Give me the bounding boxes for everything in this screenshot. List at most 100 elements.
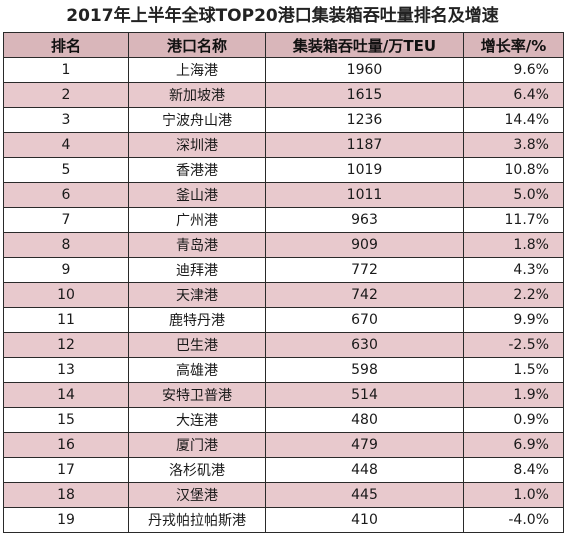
table-row: 15 大连港 480 0.9% xyxy=(3,407,564,433)
port-name-cell: 青岛港 xyxy=(128,232,266,258)
table-row: 13 高雄港 598 1.5% xyxy=(3,357,564,383)
port-name-cell: 上海港 xyxy=(128,57,266,83)
growth-rate-cell: 9.9% xyxy=(463,307,564,333)
teu-cell: 1011 xyxy=(265,182,464,208)
table-row: 2 新加坡港 1615 6.4% xyxy=(3,82,564,108)
rank-cell: 17 xyxy=(3,457,129,483)
growth-rate-cell: 1.0% xyxy=(463,482,564,508)
table-row: 8 青岛港 909 1.8% xyxy=(3,232,564,258)
column-header-growth: 增长率/% xyxy=(463,32,564,58)
growth-rate-cell: 5.0% xyxy=(463,182,564,208)
table-row: 4 深圳港 1187 3.8% xyxy=(3,132,564,158)
teu-cell: 598 xyxy=(265,357,464,383)
teu-cell: 1019 xyxy=(265,157,464,183)
rank-cell: 19 xyxy=(3,507,129,533)
column-header-port: 港口名称 xyxy=(128,32,266,58)
teu-cell: 479 xyxy=(265,432,464,458)
teu-cell: 963 xyxy=(265,207,464,233)
teu-cell: 1615 xyxy=(265,82,464,108)
teu-cell: 630 xyxy=(265,332,464,358)
rank-cell: 10 xyxy=(3,282,129,308)
rank-cell: 1 xyxy=(3,57,129,83)
table-row: 14 安特卫普港 514 1.9% xyxy=(3,382,564,408)
port-name-cell: 广州港 xyxy=(128,207,266,233)
growth-rate-cell: 3.8% xyxy=(463,132,564,158)
port-name-cell: 天津港 xyxy=(128,282,266,308)
teu-cell: 1187 xyxy=(265,132,464,158)
port-name-cell: 高雄港 xyxy=(128,357,266,383)
growth-rate-cell: 1.5% xyxy=(463,357,564,383)
growth-rate-cell: 0.9% xyxy=(463,407,564,433)
growth-rate-cell: 4.3% xyxy=(463,257,564,283)
port-name-cell: 釜山港 xyxy=(128,182,266,208)
growth-rate-cell: 1.8% xyxy=(463,232,564,258)
rank-cell: 3 xyxy=(3,107,129,133)
table-row: 18 汉堡港 445 1.0% xyxy=(3,482,564,508)
port-name-cell: 厦门港 xyxy=(128,432,266,458)
growth-rate-cell: 6.9% xyxy=(463,432,564,458)
port-name-cell: 鹿特丹港 xyxy=(128,307,266,333)
growth-rate-cell: 10.8% xyxy=(463,157,564,183)
port-name-cell: 洛杉矶港 xyxy=(128,457,266,483)
rank-cell: 14 xyxy=(3,382,129,408)
rank-cell: 12 xyxy=(3,332,129,358)
teu-cell: 1236 xyxy=(265,107,464,133)
teu-cell: 514 xyxy=(265,382,464,408)
teu-cell: 410 xyxy=(265,507,464,533)
rank-cell: 6 xyxy=(3,182,129,208)
growth-rate-cell: 8.4% xyxy=(463,457,564,483)
port-name-cell: 新加坡港 xyxy=(128,82,266,108)
teu-cell: 480 xyxy=(265,407,464,433)
port-name-cell: 丹戎帕拉帕斯港 xyxy=(128,507,266,533)
table-row: 16 厦门港 479 6.9% xyxy=(3,432,564,458)
table-row: 6 釜山港 1011 5.0% xyxy=(3,182,564,208)
growth-rate-cell: 2.2% xyxy=(463,282,564,308)
teu-cell: 445 xyxy=(265,482,464,508)
port-name-cell: 深圳港 xyxy=(128,132,266,158)
rank-cell: 9 xyxy=(3,257,129,283)
rank-cell: 11 xyxy=(3,307,129,333)
port-name-cell: 安特卫普港 xyxy=(128,382,266,408)
growth-rate-cell: -2.5% xyxy=(463,332,564,358)
table-row: 17 洛杉矶港 448 8.4% xyxy=(3,457,564,483)
port-name-cell: 大连港 xyxy=(128,407,266,433)
port-name-cell: 香港港 xyxy=(128,157,266,183)
table-row: 9 迪拜港 772 4.3% xyxy=(3,257,564,283)
teu-cell: 1960 xyxy=(265,57,464,83)
rank-cell: 7 xyxy=(3,207,129,233)
table-row: 5 香港港 1019 10.8% xyxy=(3,157,564,183)
table-header-row: 排名 港口名称 集装箱吞吐量/万TEU 增长率/% xyxy=(3,32,564,58)
rank-cell: 16 xyxy=(3,432,129,458)
rank-cell: 8 xyxy=(3,232,129,258)
port-name-cell: 迪拜港 xyxy=(128,257,266,283)
teu-cell: 772 xyxy=(265,257,464,283)
table-row: 1 上海港 1960 9.6% xyxy=(3,57,564,83)
table-row: 10 天津港 742 2.2% xyxy=(3,282,564,308)
port-name-cell: 宁波舟山港 xyxy=(128,107,266,133)
growth-rate-cell: 11.7% xyxy=(463,207,564,233)
rank-cell: 18 xyxy=(3,482,129,508)
table-row: 3 宁波舟山港 1236 14.4% xyxy=(3,107,564,133)
growth-rate-cell: 14.4% xyxy=(463,107,564,133)
rank-cell: 15 xyxy=(3,407,129,433)
table-row: 12 巴生港 630 -2.5% xyxy=(3,332,564,358)
page-title: 2017年上半年全球TOP20港口集装箱吞吐量排名及增速 xyxy=(66,6,499,26)
rank-cell: 5 xyxy=(3,157,129,183)
table-row: 11 鹿特丹港 670 9.9% xyxy=(3,307,564,333)
table-row: 19 丹戎帕拉帕斯港 410 -4.0% xyxy=(3,507,564,533)
teu-cell: 909 xyxy=(265,232,464,258)
port-ranking-table: 排名 港口名称 集装箱吞吐量/万TEU 增长率/% 1 上海港 1960 9.6% 2 新… xyxy=(3,32,564,533)
growth-rate-cell: -4.0% xyxy=(463,507,564,533)
rank-cell: 2 xyxy=(3,82,129,108)
teu-cell: 742 xyxy=(265,282,464,308)
growth-rate-cell: 1.9% xyxy=(463,382,564,408)
rank-cell: 13 xyxy=(3,357,129,383)
column-header-teu: 集装箱吞吐量/万TEU xyxy=(265,32,464,58)
rank-cell: 4 xyxy=(3,132,129,158)
growth-rate-cell: 9.6% xyxy=(463,57,564,83)
column-header-rank: 排名 xyxy=(3,32,129,58)
table-row: 7 广州港 963 11.7% xyxy=(3,207,564,233)
growth-rate-cell: 6.4% xyxy=(463,82,564,108)
port-name-cell: 汉堡港 xyxy=(128,482,266,508)
teu-cell: 448 xyxy=(265,457,464,483)
